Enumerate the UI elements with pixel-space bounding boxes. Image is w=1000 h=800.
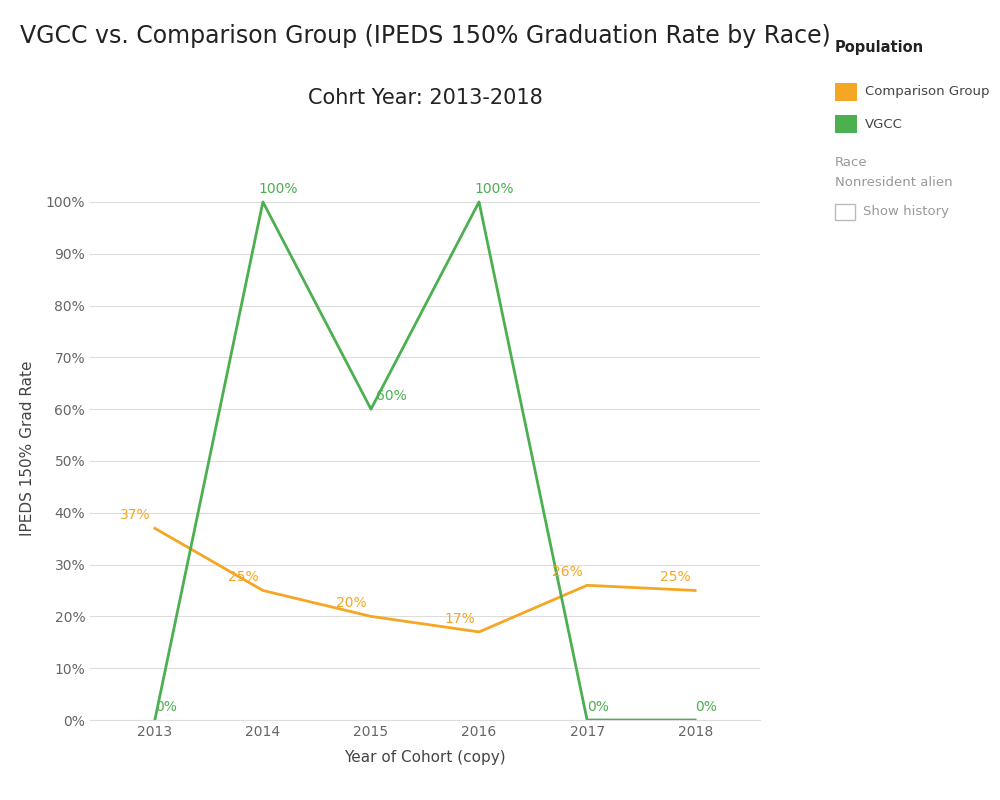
Text: 100%: 100% [259, 182, 298, 196]
Text: 25%: 25% [660, 570, 691, 584]
Text: 26%: 26% [552, 565, 583, 579]
Text: VGCC: VGCC [865, 118, 903, 130]
Text: 37%: 37% [120, 508, 151, 522]
Text: Population: Population [835, 40, 924, 55]
Text: 100%: 100% [475, 182, 514, 196]
Text: 0%: 0% [695, 700, 717, 714]
Text: 60%: 60% [376, 389, 407, 403]
Text: 20%: 20% [336, 596, 367, 610]
Text: 25%: 25% [228, 570, 259, 584]
Text: Show history: Show history [863, 206, 949, 218]
Text: Race: Race [835, 156, 868, 169]
X-axis label: Year of Cohort (copy): Year of Cohort (copy) [344, 750, 506, 765]
Text: Comparison Group: Comparison Group [865, 86, 990, 98]
Text: Cohrt Year: 2013-2018: Cohrt Year: 2013-2018 [308, 88, 542, 108]
Y-axis label: IPEDS 150% Grad Rate: IPEDS 150% Grad Rate [20, 360, 35, 536]
Text: VGCC vs. Comparison Group (IPEDS 150% Graduation Rate by Race): VGCC vs. Comparison Group (IPEDS 150% Gr… [20, 24, 830, 48]
Text: 17%: 17% [444, 612, 475, 626]
Text: 0%: 0% [587, 700, 609, 714]
Text: Nonresident alien: Nonresident alien [835, 176, 953, 189]
Text: 0%: 0% [155, 700, 177, 714]
